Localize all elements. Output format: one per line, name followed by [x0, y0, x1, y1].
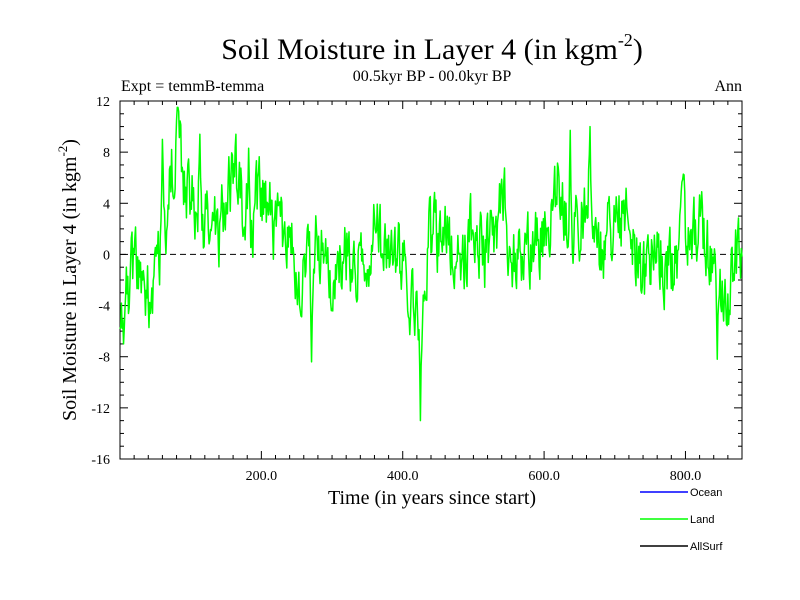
plot-frame [119, 100, 743, 460]
legend: Ocean Land AllSurf [640, 487, 723, 553]
chart-subtitle: 00.5kyr BP - 00.0kyr BP [353, 68, 512, 85]
x-tick-label: 600.0 [528, 469, 560, 484]
chart-title-superscript: -2 [618, 30, 633, 50]
series-line-land [119, 106, 743, 422]
x-tick-label: 200.0 [246, 469, 278, 484]
y-axis-label-close: ) [59, 139, 81, 146]
y-tick-label: -8 [98, 351, 110, 366]
axis-ticks [120, 100, 742, 460]
y-tick-label: -4 [98, 300, 110, 315]
chart-title-close: ) [633, 33, 643, 66]
season-label: Ann [714, 78, 742, 95]
y-axis-label: Soil Moisture in Layer 4 (in kgm-2) [55, 139, 81, 421]
y-tick-label: 0 [103, 248, 110, 263]
y-tick-label: 4 [103, 197, 110, 212]
legend-label-allsurf: AllSurf [690, 541, 723, 553]
legend-label-land: Land [690, 514, 714, 526]
series-group [119, 106, 743, 422]
x-tick-labels: 200.0 400.0 600.0 800.0 [246, 469, 702, 484]
x-tick-label: 800.0 [670, 469, 702, 484]
chart-title: Soil Moisture in Layer 4 (in kgm-2) [221, 30, 643, 66]
x-tick-label: 400.0 [387, 469, 419, 484]
y-tick-label: -16 [91, 453, 110, 468]
legend-label-ocean: Ocean [690, 487, 722, 499]
experiment-label: Expt = temmB-temma [121, 78, 264, 95]
y-tick-label: 8 [103, 146, 110, 161]
y-tick-label: -12 [91, 402, 110, 417]
x-axis-label: Time (in years since start) [328, 487, 536, 509]
y-tick-label: 12 [96, 95, 110, 110]
y-axis-label-superscript: -2 [55, 146, 70, 157]
y-tick-labels: -16 -12 -8 -4 0 4 8 12 [91, 95, 110, 468]
